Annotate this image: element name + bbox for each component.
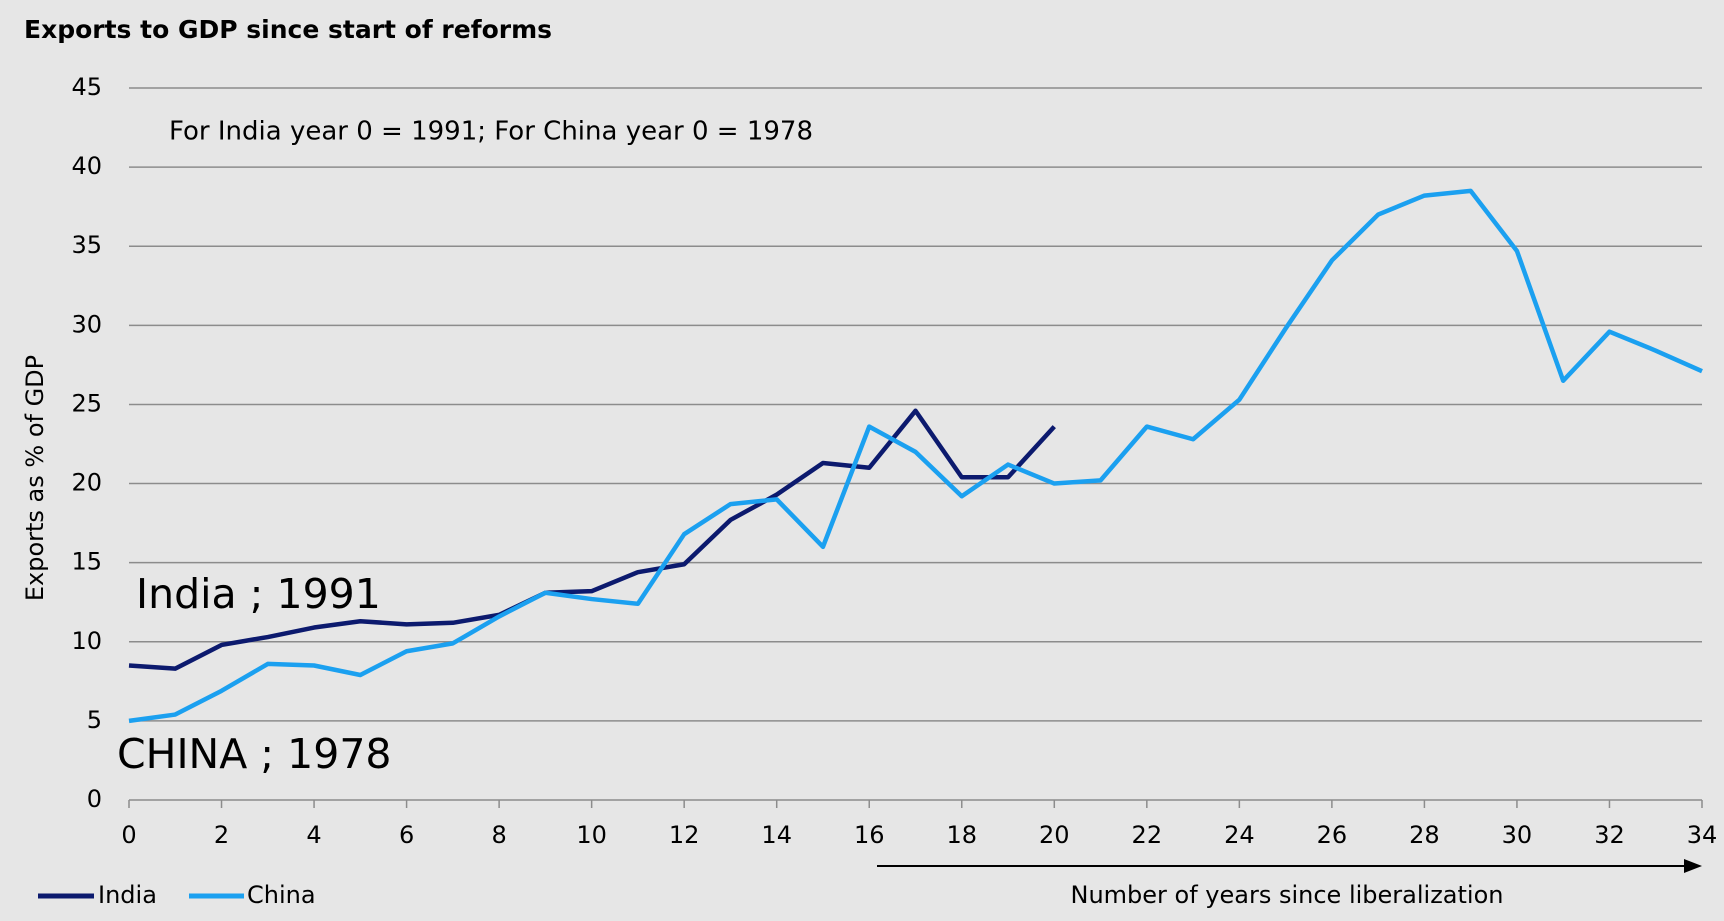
- y-tick-label: 10: [71, 627, 102, 655]
- x-tick-label: 2: [214, 821, 229, 849]
- x-tick-label: 20: [1039, 821, 1070, 849]
- x-tick-label: 10: [576, 821, 607, 849]
- y-tick-label: 35: [71, 231, 102, 259]
- x-tick-label: 30: [1502, 821, 1533, 849]
- x-tick-label: 6: [399, 821, 414, 849]
- x-tick-label: 14: [761, 821, 792, 849]
- annotation: India ; 1991: [136, 570, 381, 618]
- y-tick-label: 0: [87, 785, 102, 813]
- y-tick-label: 25: [71, 389, 102, 417]
- x-tick-label: 0: [121, 821, 136, 849]
- annotation: For India year 0 = 1991; For China year …: [169, 117, 813, 147]
- x-tick-label: 18: [946, 821, 977, 849]
- chart-title: Exports to GDP since start of reforms: [24, 15, 552, 44]
- series-line: [128, 188, 1703, 724]
- y-axis-label: Exports as % of GDP: [21, 355, 49, 601]
- x-tick-label: 28: [1409, 821, 1440, 849]
- x-tick-label: 16: [854, 821, 885, 849]
- x-axis-label: Number of years since liberalization: [1071, 881, 1504, 909]
- y-tick-label: 5: [87, 706, 102, 734]
- x-tick-label: 26: [1317, 821, 1348, 849]
- x-tick-label: 8: [491, 821, 506, 849]
- y-tick-label: 40: [71, 152, 102, 180]
- x-tick-label: 22: [1132, 821, 1163, 849]
- x-tick-label: 24: [1224, 821, 1255, 849]
- x-tick-label: 12: [669, 821, 700, 849]
- annotation: CHINA ; 1978: [117, 730, 392, 778]
- x-arrow-head: [1684, 859, 1702, 873]
- x-tick-label: 34: [1687, 821, 1718, 849]
- y-tick-label: 45: [71, 73, 102, 101]
- y-tick-label: 15: [71, 548, 102, 576]
- x-tick-label: 32: [1594, 821, 1625, 849]
- legend-label: China: [247, 881, 316, 909]
- y-tick-label: 30: [71, 310, 102, 338]
- series-line: [128, 408, 1056, 671]
- legend-label: India: [98, 881, 157, 909]
- y-tick-label: 20: [71, 469, 102, 497]
- x-tick-label: 4: [306, 821, 321, 849]
